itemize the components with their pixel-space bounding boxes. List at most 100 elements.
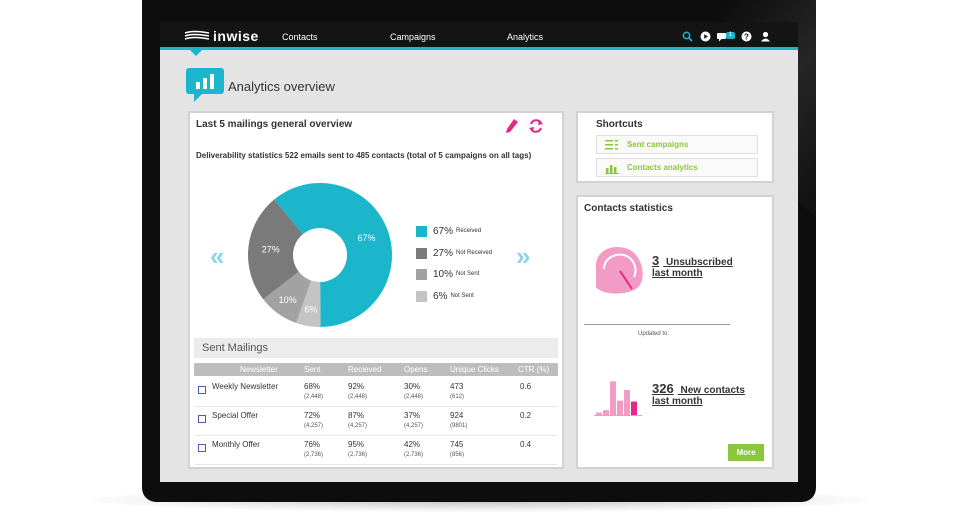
previous-arrow-icon[interactable]: «: [210, 241, 225, 271]
shortcut-label: Sent campaigns: [627, 140, 689, 149]
notification-badge: 1: [726, 32, 735, 39]
device-frame: inwise Contacts Campaigns Analytics 1 ?: [142, 0, 816, 502]
row-checkbox[interactable]: [198, 415, 206, 423]
nav-contacts[interactable]: Contacts: [282, 32, 318, 42]
help-icon[interactable]: ?: [741, 31, 752, 42]
new-contacts-link[interactable]: 326 New contacts last month: [652, 381, 745, 407]
column-header[interactable]: CTR (%): [518, 365, 550, 374]
nav-campaigns[interactable]: Campaigns: [390, 32, 436, 42]
unsubscribed-period: last month: [652, 268, 703, 279]
search-icon[interactable]: [682, 31, 693, 42]
sent-count: (2,736): [304, 452, 324, 458]
sent-mailings-header: Sent Mailings: [194, 338, 558, 358]
column-header[interactable]: Sent: [304, 365, 321, 374]
unsubscribed-gauge-icon: [595, 247, 643, 294]
table-row[interactable]: Weekly Newsletter 68% (2,448) 92% (2,448…: [194, 378, 558, 407]
shortcuts-title: Shortcuts: [596, 119, 643, 130]
opens-value: 30%: [404, 382, 421, 391]
unsubscribed-link[interactable]: 3 Unsubscribed last month: [652, 253, 733, 279]
received-count: (4,257): [348, 423, 368, 429]
clicks-count: (856): [450, 452, 465, 458]
contacts-statistics-card: Contacts statistics 3 Unsubscribed last …: [576, 195, 774, 469]
pie-slice: [263, 271, 312, 323]
legend-swatch: [416, 247, 427, 259]
page-title: Analytics overview: [228, 79, 335, 94]
shortcut-sent-campaigns[interactable]: Sent campaigns: [596, 135, 758, 154]
ctr-value: 0.6: [520, 382, 532, 391]
sent-value: 68%: [304, 382, 321, 391]
user-icon[interactable]: [760, 31, 771, 42]
table-row[interactable]: Special Offer 72% (4,257) 87% (4,257) 37…: [194, 407, 558, 436]
bar-chart-icon: [605, 165, 619, 174]
legend-swatch: [416, 268, 427, 280]
more-button[interactable]: More: [728, 444, 764, 461]
legend-label: Not Sent: [450, 293, 474, 299]
pie-slice-label: 27%: [262, 245, 280, 255]
legend-percent: 6%: [433, 290, 448, 302]
svg-text:?: ?: [744, 32, 749, 41]
next-arrow-icon[interactable]: »: [516, 241, 531, 271]
play-circle-icon[interactable]: [700, 31, 711, 42]
opens-count: (2,736): [404, 452, 424, 458]
contacts-bar: [631, 401, 637, 415]
legend-swatch: [416, 290, 427, 302]
logo-wave-icon: [184, 30, 210, 40]
contacts-statistics-title: Contacts statistics: [584, 203, 673, 214]
table-header: Newsletter Sent Recieved Opens Unique Cl…: [194, 363, 558, 376]
deliverability-summary: Deliverability statistics 522 emails sen…: [196, 151, 532, 160]
new-contacts-label: New contacts: [680, 385, 745, 396]
app-screen: inwise Contacts Campaigns Analytics 1 ?: [160, 22, 798, 482]
newsletter-name[interactable]: Weekly Newsletter: [212, 382, 279, 391]
nav-analytics[interactable]: Analytics: [507, 32, 544, 42]
contacts-bar-baseline: [594, 415, 642, 416]
brand-name: inwise: [213, 28, 259, 44]
column-header[interactable]: Opens: [404, 365, 428, 374]
newsletter-name[interactable]: Special Offer: [212, 411, 259, 420]
received-count: (2,736): [348, 452, 368, 458]
mailings-overview-card: Last 5 mailings general overview Deliver…: [188, 111, 564, 469]
legend-item-received: 67% Received: [416, 225, 481, 237]
messages-icon[interactable]: [717, 31, 729, 42]
sent-count: (2,448): [304, 394, 324, 400]
row-checkbox[interactable]: [198, 444, 206, 452]
stats-divider: [584, 324, 730, 325]
received-value: 87%: [348, 411, 365, 420]
legend-item-not-received: 27% Not Received: [416, 247, 492, 259]
deliverability-donut-chart: 67% 6% 10% 27%: [247, 183, 392, 327]
legend-item-not-sent: 10% Not Sent: [416, 268, 479, 280]
column-header[interactable]: Unique Clicks: [450, 365, 499, 374]
legend-label: Not Received: [456, 250, 493, 256]
overview-card-title: Last 5 mailings general overview: [196, 119, 353, 130]
refresh-icon[interactable]: [528, 118, 544, 134]
opens-count: (4,257): [404, 423, 424, 429]
opens-value: 37%: [404, 411, 421, 420]
row-checkbox[interactable]: [198, 386, 206, 394]
legend-percent: 67%: [433, 225, 454, 237]
contacts-bar: [617, 400, 623, 415]
column-header[interactable]: Newsletter: [240, 365, 278, 374]
pie-slice-label: 10%: [279, 295, 297, 305]
column-header[interactable]: Recieved: [348, 365, 382, 374]
edit-pencil-icon[interactable]: [506, 119, 518, 133]
pie-slice-label: 6%: [304, 305, 317, 315]
updated-label: Updated to:: [638, 331, 670, 337]
opens-count: (2,448): [404, 394, 424, 400]
legend-swatch: [416, 225, 427, 237]
pie-slice: [274, 183, 392, 327]
shortcut-contacts-analytics[interactable]: Contacts analytics: [596, 158, 758, 177]
analytics-chart-icon: [186, 68, 224, 102]
clicks-value: 473: [450, 382, 464, 391]
active-nav-caret: [190, 50, 202, 56]
brand-logo[interactable]: inwise: [184, 28, 259, 44]
pie-slice: [247, 199, 303, 300]
table-row[interactable]: Monthly Offer 76% (2,736) 95% (2,736) 42…: [194, 436, 558, 465]
pie-slice-label: 67%: [358, 233, 376, 243]
opens-value: 42%: [404, 440, 421, 449]
sent-mailings-title: Sent Mailings: [202, 342, 269, 354]
ctr-value: 0.4: [520, 440, 532, 449]
newsletter-name[interactable]: Monthly Offer: [212, 440, 260, 449]
legend-label: Not Sent: [456, 271, 480, 277]
contacts-bar: [603, 410, 609, 415]
new-contacts-bar-chart: [594, 381, 642, 416]
top-navigation-bar: inwise Contacts Campaigns Analytics 1 ?: [160, 22, 798, 50]
